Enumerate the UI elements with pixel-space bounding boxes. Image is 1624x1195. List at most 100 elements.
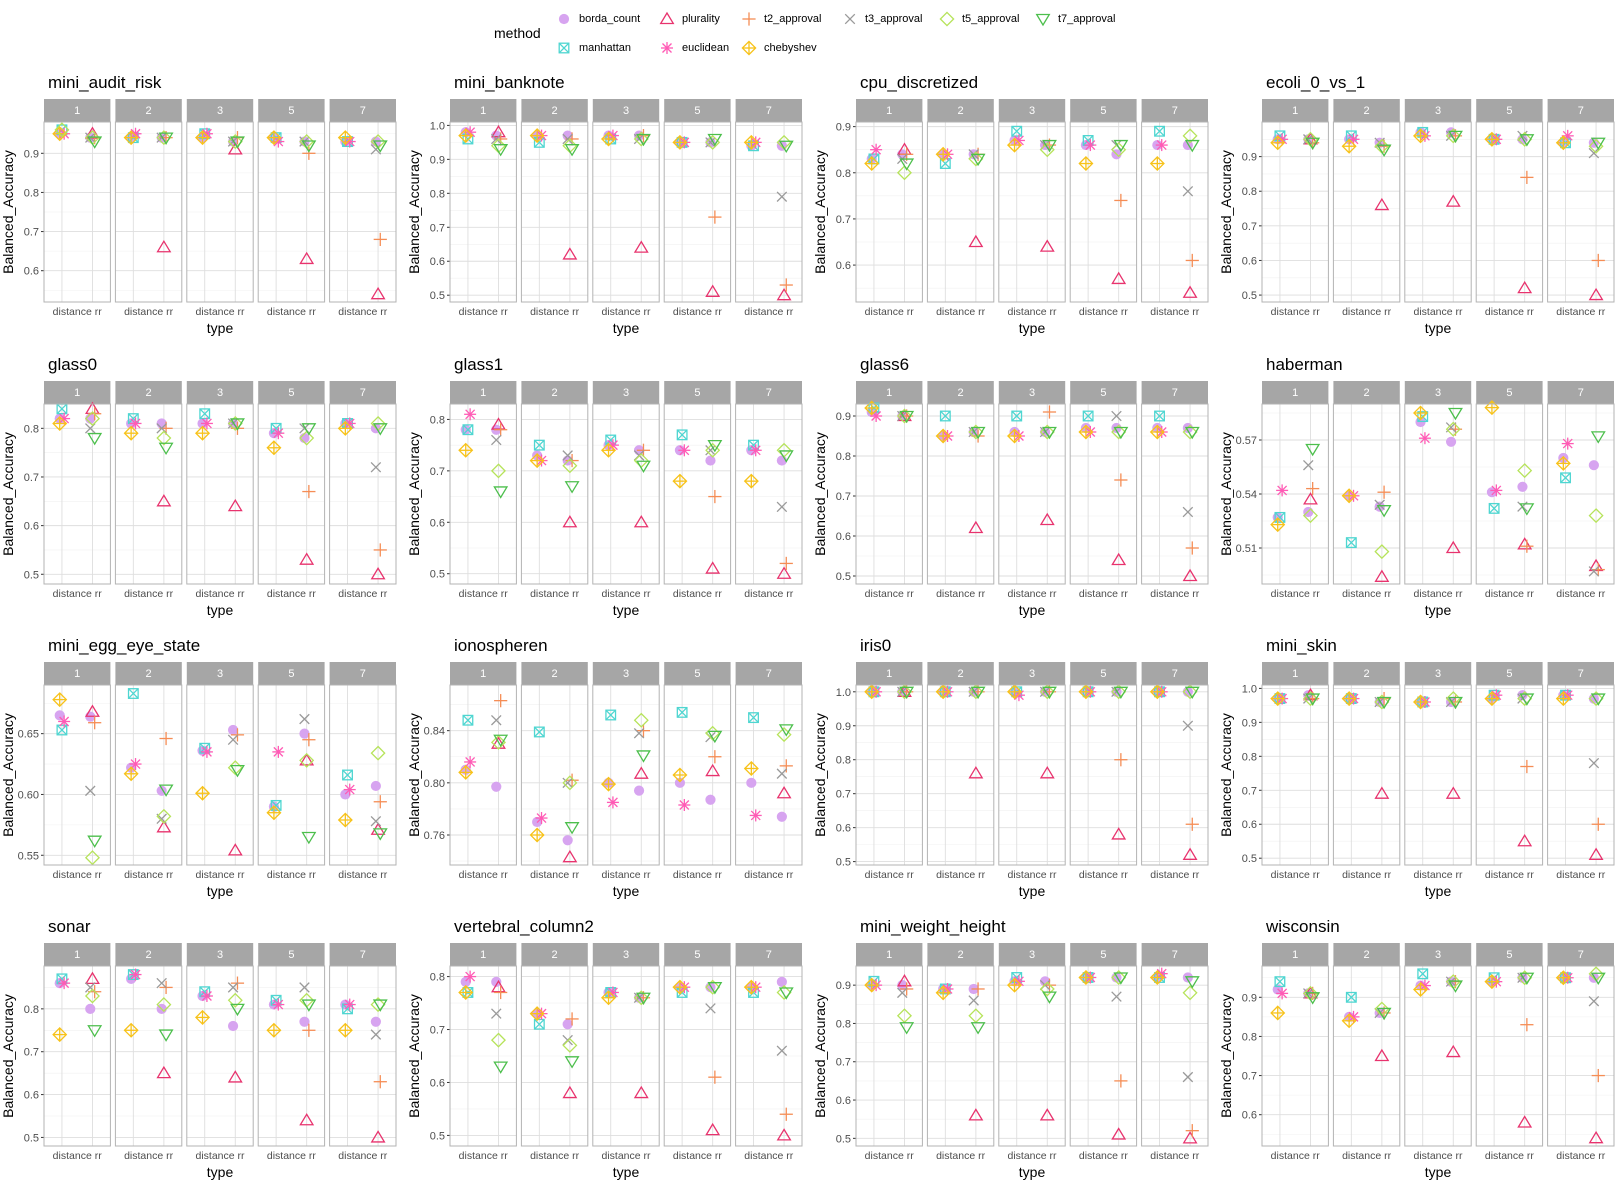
facet-strip-label: 1 — [886, 668, 892, 680]
point-plurality — [1039, 512, 1055, 526]
point-chebyshev — [672, 473, 688, 489]
point-t3-approval — [1517, 130, 1528, 142]
x-tick-labels: distance rr — [530, 306, 580, 318]
point-chebyshev — [1149, 684, 1165, 700]
facet-strip — [1404, 99, 1472, 122]
point-t5-approval — [490, 1032, 506, 1048]
point-t7-approval — [158, 132, 174, 145]
facet-strip — [450, 99, 517, 122]
facet-5: 5 distance rr — [663, 381, 732, 600]
facet-2: 2 distance rr — [114, 943, 183, 1162]
facet-panel — [44, 404, 111, 584]
facet-strip — [1262, 99, 1329, 122]
y-tick-label: 0.8 — [1242, 751, 1257, 763]
point-plurality — [299, 753, 315, 766]
point-borda-count — [562, 1019, 573, 1030]
facet-7: 7 distance rr — [1547, 943, 1615, 1162]
x-tick-labels: distance rr — [1485, 869, 1535, 881]
facet-strip — [927, 662, 994, 685]
y-tick-label: 0.7 — [836, 1057, 851, 1069]
point-t7-approval — [707, 730, 723, 744]
point-t2-approval — [1591, 253, 1605, 268]
point-chebyshev — [1413, 405, 1429, 421]
facet-strip — [856, 99, 923, 122]
facet-panel — [1404, 685, 1472, 865]
point-chebyshev — [1555, 135, 1571, 151]
y-tick-label: 0.57 — [1236, 435, 1257, 447]
facet-border — [663, 403, 732, 585]
facet-3: 3 distance rr — [592, 662, 660, 881]
facet-1: 1 distance rr — [449, 99, 517, 318]
facet-strip-label: 7 — [766, 949, 772, 961]
point-plurality — [968, 520, 984, 534]
facet-panel — [856, 122, 923, 302]
x-tick-labels: distance rr — [601, 869, 651, 881]
x-tick-labels: distance rr — [1485, 588, 1535, 600]
legend-key-diamond — [939, 11, 955, 27]
facet-strip-label: 7 — [1172, 668, 1178, 680]
point-plurality — [1182, 1131, 1198, 1144]
point-t5-approval — [1039, 424, 1055, 440]
facet-border — [926, 684, 995, 866]
facet-panel — [1262, 122, 1329, 302]
facet-strip — [856, 943, 923, 966]
x-tick-labels: distance rr — [1556, 1150, 1606, 1162]
point-chebyshev — [1078, 424, 1094, 440]
point-borda-count — [705, 794, 716, 805]
point-euclidean — [1276, 987, 1289, 1000]
point-borda-count — [674, 777, 686, 788]
facet-3: 3 distance rr — [186, 662, 254, 881]
point-t2-approval — [373, 1075, 387, 1089]
facet-5: 5 distance rr — [1069, 99, 1138, 318]
point-chebyshev — [1484, 691, 1500, 707]
point-t3-approval — [1303, 459, 1314, 471]
facet-panel — [1070, 122, 1137, 302]
point-t3-approval — [776, 1045, 788, 1056]
y-axis-label: Balanced_Accuracy — [406, 432, 422, 556]
facet-7: 7 distance rr — [329, 381, 397, 600]
y-tick-label: 0.7 — [24, 472, 39, 484]
facet-strip-label: 7 — [360, 387, 366, 399]
x-tick-labels: distance rr — [530, 1150, 580, 1162]
point-borda-count — [491, 976, 502, 987]
facet-strip-label: 5 — [1506, 387, 1512, 399]
x-axis-label: type — [1425, 602, 1452, 618]
point-chebyshev — [1149, 424, 1165, 440]
y-tick-label: 0.6 — [836, 531, 851, 543]
point-manhattan — [1274, 976, 1286, 988]
y-tick-label: 0.7 — [1242, 1071, 1257, 1083]
x-tick-labels: distance rr — [124, 869, 174, 881]
point-chebyshev — [1270, 691, 1286, 707]
y-axis-label: Balanced_Accuracy — [1218, 994, 1234, 1118]
point-chebyshev — [935, 146, 951, 162]
point-t2-approval — [708, 750, 722, 764]
facet-strip-label: 2 — [552, 949, 558, 961]
point-euclidean — [200, 990, 213, 1002]
facet-1: 1 distance rr — [43, 943, 111, 1162]
facet-strip-label: 1 — [74, 387, 80, 399]
point-borda-count — [562, 835, 573, 846]
facet-border — [926, 121, 995, 303]
chart-title: mini_egg_eye_state — [48, 636, 200, 655]
legend-item-t7-approval: t7_approval — [1034, 9, 1116, 29]
point-t7-approval — [372, 140, 388, 153]
facet-strip — [521, 99, 588, 122]
point-euclidean — [129, 417, 142, 430]
y-tick-label: 1.0 — [1242, 683, 1257, 695]
facet-strip — [1333, 943, 1400, 966]
point-t2-approval — [494, 423, 508, 437]
facet-strip — [44, 99, 111, 122]
x-axis-label: type — [207, 1164, 234, 1180]
facet-strip-label: 3 — [1029, 105, 1035, 117]
point-t7-approval — [301, 423, 317, 436]
facet-panel — [521, 685, 588, 865]
facet-strip — [329, 943, 396, 966]
point-chebyshev — [601, 990, 617, 1006]
point-t2-approval — [779, 278, 793, 292]
point-t3-approval — [562, 450, 573, 461]
chart-title: mini_skin — [1266, 636, 1337, 655]
y-tick-label: 0.8 — [836, 755, 851, 767]
point-t7-approval — [158, 1029, 174, 1042]
chart-title: glass1 — [454, 355, 503, 374]
x-tick-labels: distance rr — [1342, 1150, 1392, 1162]
